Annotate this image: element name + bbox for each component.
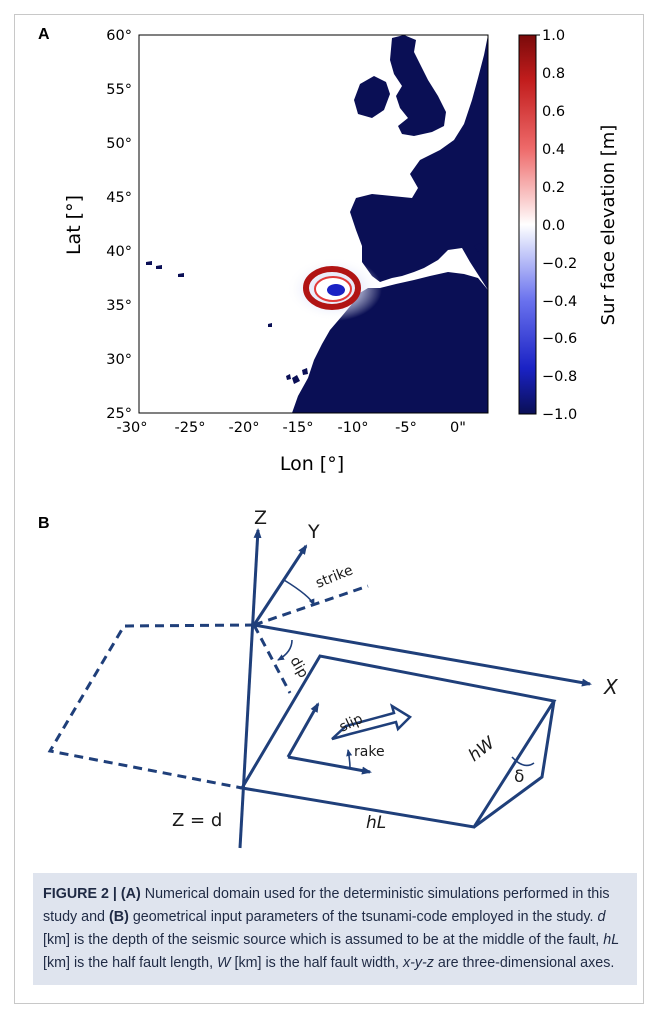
x-tick: 0" [450, 420, 466, 436]
y-tick: 45° [106, 190, 132, 206]
land-ireland [354, 76, 390, 118]
strike-line [253, 584, 369, 627]
caption-d-symbol: d [597, 909, 606, 925]
y-tick: 50° [106, 136, 132, 152]
panel-a-map: 60° 55° 50° 45° 40° 35° 30° 25° -30° -25… [63, 28, 619, 475]
cb-tick: 0.6 [542, 104, 565, 120]
colorbar [518, 34, 537, 415]
cb-tick: −0.6 [542, 331, 577, 347]
label-y: Y [307, 521, 320, 543]
caption-b-label: (B) [108, 909, 129, 925]
y-axis-label: Lat [°] [63, 195, 85, 255]
cb-tick: −1.0 [542, 407, 577, 423]
y-tick: 25° [106, 406, 132, 422]
cb-tick: 0.4 [542, 142, 565, 158]
colorbar-label: Sur face elevation [m] [598, 125, 619, 326]
tsunami-ring-outer [303, 266, 361, 310]
land-balearics [474, 243, 484, 252]
cb-tick: 0.2 [542, 180, 565, 196]
rake-line-right [287, 755, 372, 775]
land-azores [146, 261, 184, 277]
y-tick: 30° [106, 352, 132, 368]
panel-a-label: A [38, 26, 50, 43]
label-strike: strike [314, 562, 356, 591]
land-madeira [268, 323, 272, 327]
y-tick: 55° [106, 82, 132, 98]
cb-tick: 0.8 [542, 66, 565, 82]
label-rake: rake [354, 744, 385, 760]
x-tick: -25° [175, 420, 206, 436]
caption-xyz-text: are three-dimensional axes. [433, 955, 615, 971]
caption-hl-symbol: hL [603, 932, 620, 948]
cb-tick: −0.2 [542, 256, 577, 272]
caption-a-label: (A) [120, 886, 141, 902]
x-tick: -15° [283, 420, 314, 436]
label-x: X [603, 675, 619, 699]
panel-b-label: B [38, 515, 50, 532]
caption-w-text: [km] is the half fault width, [230, 955, 403, 971]
y-tick: 35° [106, 298, 132, 314]
map-x-ticks: -30° -25° -20° -15° -10° -5° 0" [117, 420, 466, 436]
caption-w-symbol: W [217, 955, 231, 971]
dip-arc [277, 639, 293, 661]
label-z: Z [254, 507, 267, 529]
strike-arc [283, 579, 315, 606]
land-europe [350, 35, 488, 290]
x-tick: -5° [395, 420, 417, 436]
cb-tick: −0.8 [542, 369, 577, 385]
slip-arrow [331, 703, 413, 741]
fault-mirror [47, 623, 255, 790]
tsunami-core [327, 284, 345, 296]
map-border [138, 34, 489, 414]
x-axis [253, 623, 592, 687]
x-axis-label: Lon [°] [280, 453, 344, 475]
y-tick: 40° [106, 244, 132, 260]
dip-line [252, 624, 292, 694]
x-tick: -20° [229, 420, 260, 436]
figure-caption: FIGURE 2 | (A) Numerical domain used for… [33, 873, 637, 985]
caption-b-text: geometrical input parameters of the tsun… [128, 909, 598, 925]
fault-width-side [473, 700, 556, 829]
figure-label: FIGURE 2 | [43, 886, 117, 902]
colorbar-ticks: 1.0 0.8 0.6 0.4 0.2 0.0 −0.2 −0.4 −0.6 −… [536, 28, 577, 423]
cb-tick: 0.0 [542, 218, 565, 234]
land-africa [292, 272, 488, 413]
cb-tick: 1.0 [542, 28, 565, 44]
caption-a-text: Numerical domain used for the determinis… [43, 886, 610, 925]
label-hl: hL [366, 813, 386, 833]
x-tick: -30° [117, 420, 148, 436]
x-tick: -10° [338, 420, 369, 436]
panel-b-diagram: Z Y X strike dip slip rake hW δ Z = d hL [47, 507, 619, 849]
rake-arc [346, 749, 353, 770]
caption-d-text: [km] is the depth of the seismic source … [43, 932, 604, 948]
label-zd: Z = d [172, 810, 222, 831]
y-axis [252, 544, 308, 626]
map-y-ticks: 60° 55° 50° 45° 40° 35° 30° 25° [106, 28, 132, 422]
figure-frame [14, 14, 644, 1004]
delta-arc [511, 756, 535, 767]
z-axis [238, 528, 262, 849]
label-delta: δ [514, 767, 524, 787]
caption-hl-text: [km] is the half fault length, [43, 955, 218, 971]
land-great-britain [390, 35, 446, 136]
y-tick: 60° [106, 28, 132, 44]
rake-line-up [286, 702, 320, 758]
label-hw: hW [465, 732, 500, 765]
cb-tick: −0.4 [542, 294, 577, 310]
caption-xyz-symbol: x-y-z [402, 955, 434, 971]
land-canaries [286, 368, 308, 384]
